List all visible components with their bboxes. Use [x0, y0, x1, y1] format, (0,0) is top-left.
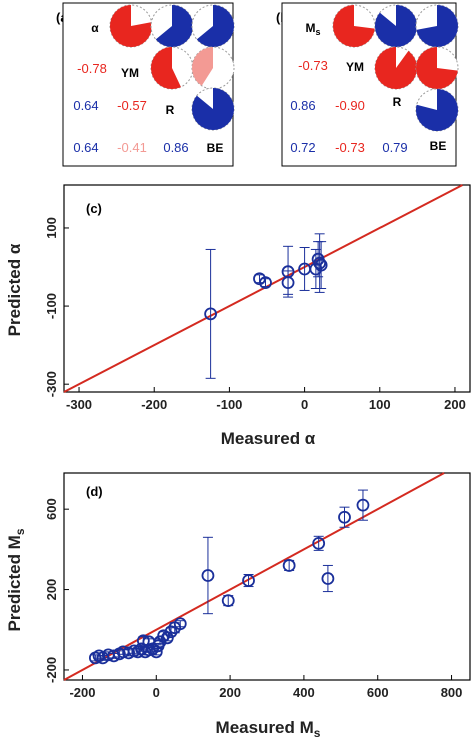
panel-d-tag: (d) [86, 484, 103, 499]
panel-b-pie-ym-be [415, 46, 459, 90]
panel-c-point-4 [281, 245, 295, 298]
panel-d-point-30 [338, 506, 351, 528]
panel-c-xtick-label-5: 200 [444, 397, 466, 412]
panel-a-var-3: BE [207, 141, 224, 155]
panel-c-xtick-label-3: 0 [301, 397, 308, 412]
panel-c-plot-frame [63, 184, 471, 393]
panel-b-pies [332, 4, 459, 132]
panel-b-pie-ms-be [415, 4, 459, 48]
panel-c-point-9 [314, 241, 328, 289]
panel-a-pies [109, 4, 235, 131]
panel-d-xtick-label-4: 600 [367, 685, 389, 700]
panel-d-point-31 [356, 489, 370, 521]
panel-c-xtick-label-4: 100 [369, 397, 391, 412]
panel-c-xtick-label-2: -100 [216, 397, 242, 412]
panel-a-corr-r-ym: -0.57 [117, 98, 147, 113]
panel-a-pie-ym-be [191, 46, 235, 90]
panel-a-pie-alpha-be [191, 4, 235, 48]
panel-d-scatter: (d) Measured Ms Predicted Ms -200 0 200 400… [5, 472, 471, 740]
panel-a-pie-ym-r [150, 46, 194, 90]
panel-d-ytick-label-0: -200 [44, 657, 59, 683]
panel-d-xtick-label-2: 200 [219, 685, 241, 700]
panel-b-corr-r-ms: 0.86 [290, 98, 315, 113]
panel-d-plot-frame [63, 472, 471, 681]
panel-d-ytick-label-2: 600 [44, 498, 59, 520]
panel-d-point-29 [321, 564, 335, 593]
panel-c-xtick-label-1: -200 [141, 397, 167, 412]
panel-c-point-8 [313, 233, 327, 293]
panel-d-xlabel: Measured Ms [216, 718, 321, 740]
panel-b-pie-ym-r [374, 46, 418, 90]
panel-b-pie-r-be [415, 88, 459, 132]
panel-c-xtick-label-0: -300 [66, 397, 92, 412]
panel-b-var-3: BE [430, 139, 447, 153]
panel-b-pie-ms-r [374, 4, 418, 48]
panel-c-ytick-label-2: 100 [44, 217, 59, 239]
panel-a: (a) α YM R BE -0.78 0.64 -0.57 0.64 -0.4… [56, 2, 235, 167]
panel-a-var-1: YM [121, 66, 139, 80]
panel-a-corr-ym-alpha: -0.78 [77, 61, 107, 76]
panel-a-corr-r-alpha: 0.64 [73, 98, 98, 113]
panel-c-point-2 [259, 276, 272, 290]
panel-b-var-1: YM [346, 60, 364, 74]
panel-d-point-24 [201, 536, 215, 615]
panel-d-point-23 [173, 617, 187, 631]
panel-a-pie-alpha-ym [109, 4, 153, 48]
panel-b-pie-ms-ym [332, 4, 376, 48]
panel-b: (b) Ms YM R BE -0.73 0.86 -0.90 0.72 -0.… [276, 2, 459, 167]
panel-d-ylabel: Predicted Ms [5, 528, 27, 631]
panel-d-point-25 [221, 594, 235, 608]
panel-a-var-0: α [91, 21, 99, 35]
panel-c-ylabel: Predicted α [5, 243, 24, 336]
panel-d-point-26 [242, 573, 255, 588]
panel-c-tag: (c) [86, 201, 102, 216]
panel-d-point-27 [282, 559, 296, 572]
panel-c-xlabel: Measured α [221, 429, 316, 448]
panel-c-point-0 [204, 248, 218, 379]
panel-b-corr-r-ym: -0.90 [335, 98, 365, 113]
panel-b-corr-ym-ms: -0.73 [298, 58, 328, 73]
panel-a-pie-r-be [191, 87, 235, 131]
panel-a-corr-be-ym: -0.41 [117, 140, 147, 155]
panel-d-point-28 [312, 535, 326, 551]
panel-a-var-2: R [166, 103, 175, 117]
panel-c-ytick-label-1: -100 [44, 293, 59, 319]
panel-b-var-2: R [393, 95, 402, 109]
panel-a-pie-alpha-r [150, 4, 194, 48]
panel-d-xtick-label-5: 800 [441, 685, 463, 700]
panel-d-xtick-label-0: -200 [69, 685, 95, 700]
panel-d-xtick-label-3: 400 [293, 685, 315, 700]
panel-b-corr-be-r: 0.79 [382, 140, 407, 155]
panel-d-xtick-label-1: 0 [153, 685, 160, 700]
panel-d-identity-line [63, 472, 445, 681]
panel-c-scatter: (c) Measured α Predicted α -300 -200 -100 0… [5, 184, 471, 448]
panel-a-corr-be-alpha: 0.64 [73, 140, 98, 155]
panel-b-corr-be-ym: -0.73 [335, 140, 365, 155]
panel-d-ytick-label-1: 200 [44, 579, 59, 601]
panel-c-ytick-label-0: -300 [44, 371, 59, 397]
panel-b-corr-be-ms: 0.72 [290, 140, 315, 155]
panel-a-corr-be-r: 0.86 [163, 140, 188, 155]
